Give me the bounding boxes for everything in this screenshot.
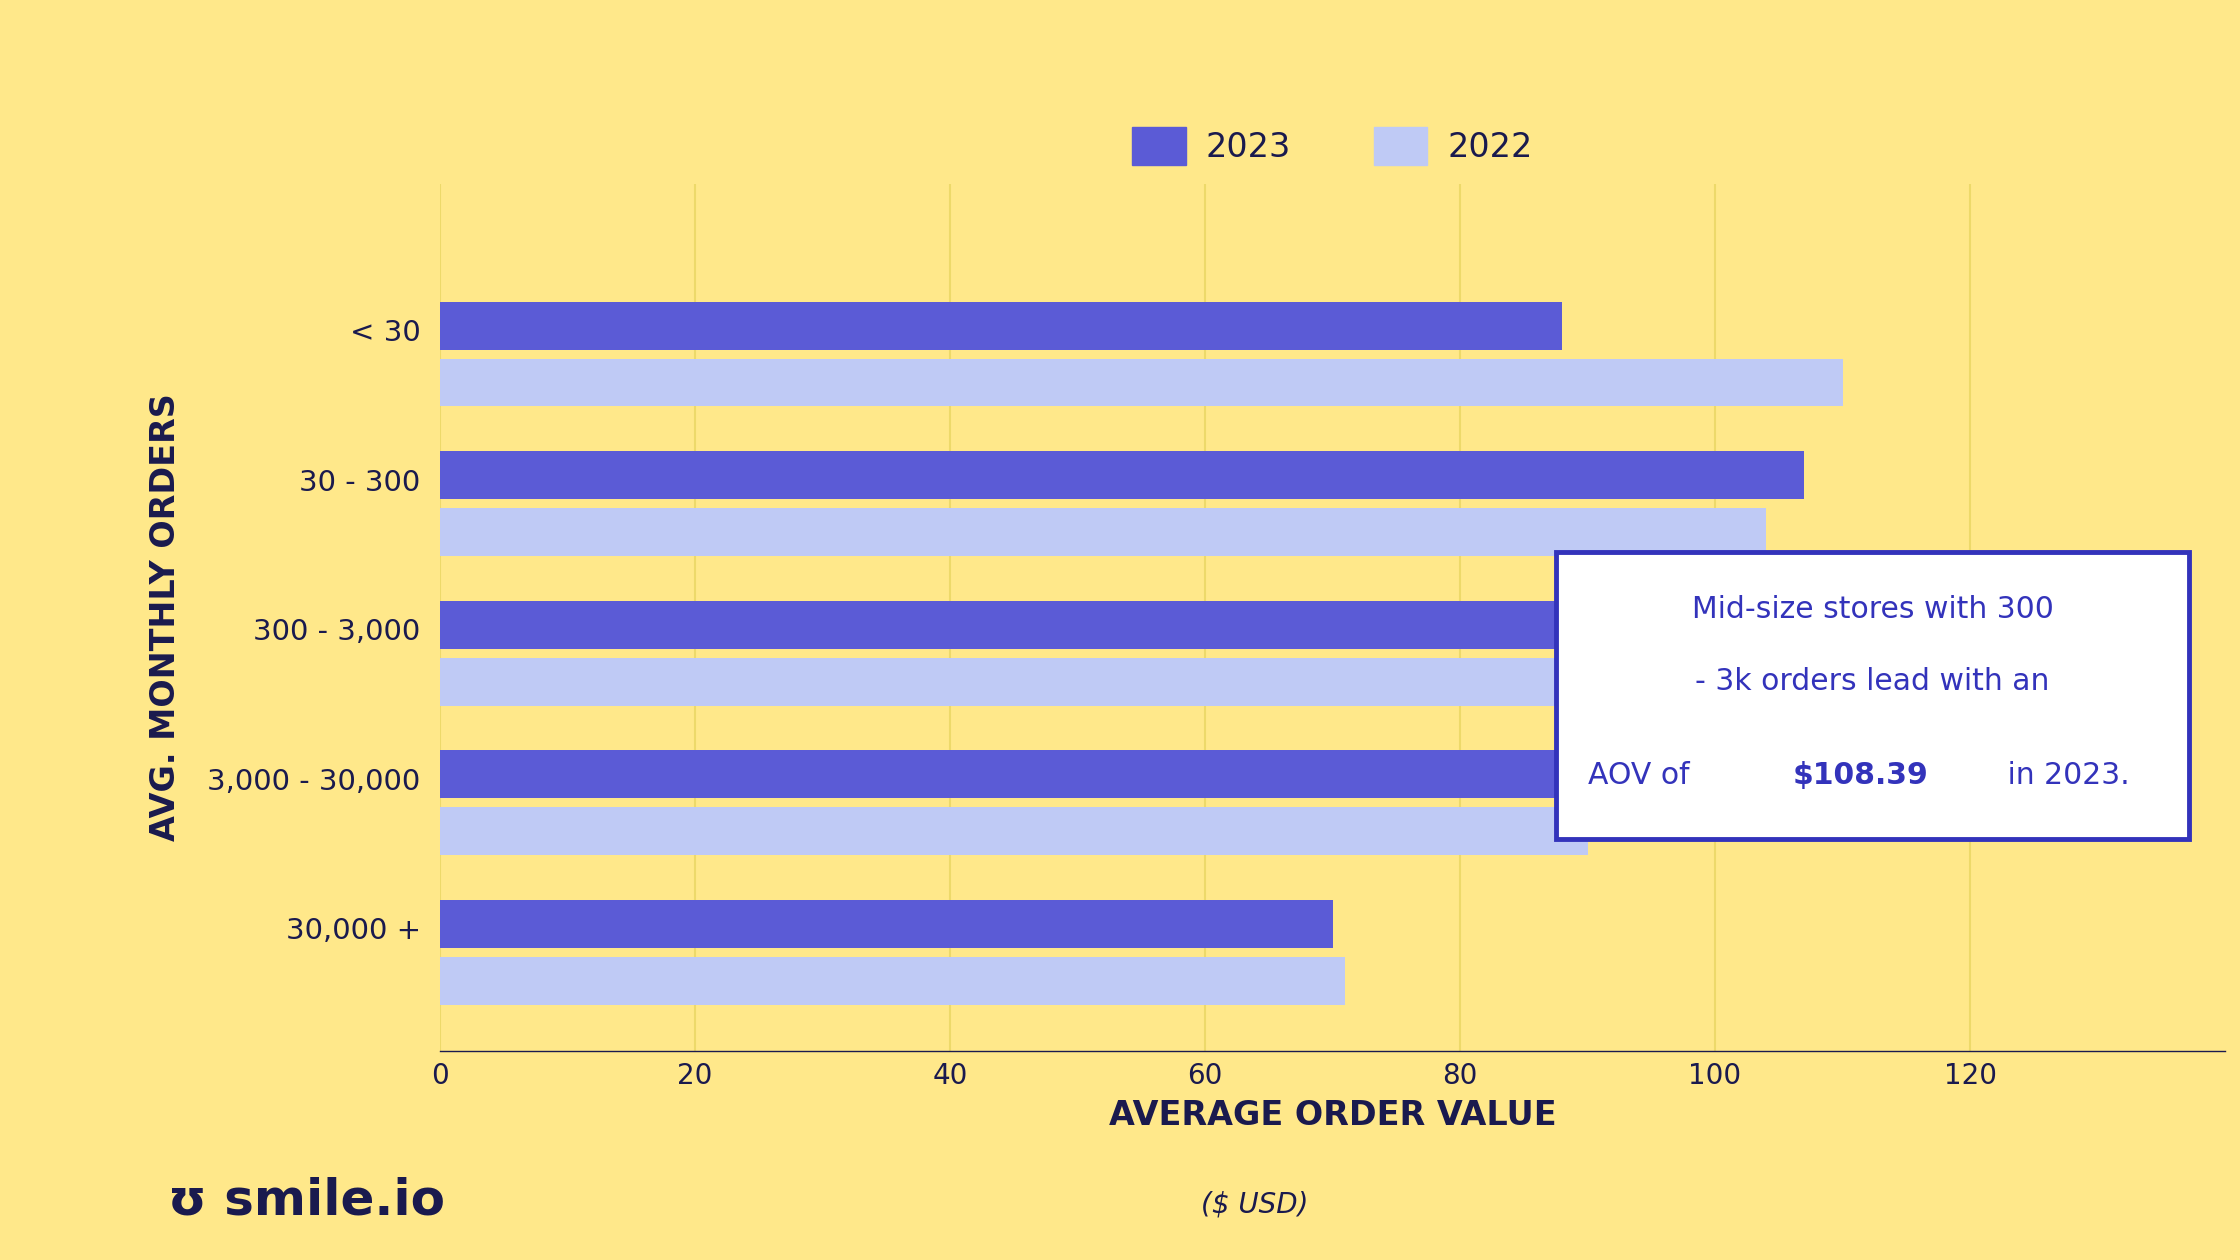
Y-axis label: AVG. MONTHLY ORDERS: AVG. MONTHLY ORDERS — [150, 393, 181, 842]
Bar — [439, 751, 1599, 799]
Bar — [439, 601, 1821, 649]
FancyBboxPatch shape — [1555, 552, 2188, 839]
Bar — [439, 900, 1333, 948]
Bar — [439, 956, 1346, 1004]
Text: Mid-size stores with 300: Mid-size stores with 300 — [1691, 595, 2054, 624]
Text: in 2023.: in 2023. — [1998, 761, 2130, 790]
Legend: 2023, 2022: 2023, 2022 — [1120, 113, 1546, 179]
Text: - 3k orders lead with an: - 3k orders lead with an — [1696, 667, 2050, 696]
Text: ʊ smile.io: ʊ smile.io — [168, 1177, 446, 1225]
Text: AOV of: AOV of — [1588, 761, 1698, 790]
Bar — [439, 451, 1803, 499]
Bar — [439, 508, 1765, 556]
Text: ($ USD): ($ USD) — [1201, 1191, 1308, 1218]
Text: $108.39: $108.39 — [1792, 761, 1929, 790]
Bar — [439, 808, 1588, 856]
X-axis label: AVERAGE ORDER VALUE: AVERAGE ORDER VALUE — [1109, 1099, 1557, 1131]
Bar — [439, 359, 1844, 407]
Bar — [439, 301, 1561, 349]
Bar — [439, 658, 1792, 706]
